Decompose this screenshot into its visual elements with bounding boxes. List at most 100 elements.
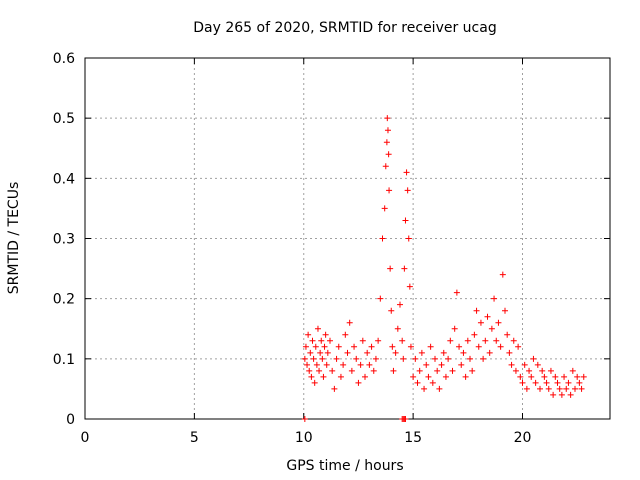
data-point (442, 373, 449, 380)
data-point (556, 385, 563, 392)
data-point (344, 349, 351, 356)
data-point (464, 337, 471, 344)
data-point (321, 343, 328, 350)
data-point (320, 373, 327, 380)
data-point (462, 373, 469, 380)
data-point (567, 391, 574, 398)
data-point (532, 379, 539, 386)
data-point (381, 205, 388, 212)
data-point (402, 416, 409, 422)
data-point (301, 416, 308, 422)
data-point (475, 343, 482, 350)
data-point (545, 385, 552, 392)
data-point (383, 139, 390, 146)
data-point (390, 367, 397, 374)
data-point (482, 337, 489, 344)
data-point (418, 349, 425, 356)
data-point (534, 361, 541, 368)
data-point (414, 379, 421, 386)
y-tick-label: 0.3 (53, 232, 75, 248)
data-point (357, 361, 364, 368)
data-point (427, 343, 434, 350)
data-point (405, 235, 412, 242)
data-point (543, 379, 550, 386)
data-point (552, 373, 559, 380)
data-points (301, 115, 587, 422)
data-point (510, 337, 517, 344)
data-point (400, 355, 407, 362)
data-point (515, 343, 522, 350)
data-point (473, 307, 480, 314)
data-point (368, 343, 375, 350)
data-point (447, 337, 454, 344)
data-point (550, 391, 557, 398)
data-point (377, 295, 384, 302)
data-point (429, 379, 436, 386)
data-point (355, 379, 362, 386)
data-point (432, 355, 438, 362)
data-point (386, 187, 393, 194)
data-point (301, 355, 308, 362)
data-point (497, 343, 504, 350)
data-point (340, 361, 347, 368)
data-point (314, 325, 321, 332)
data-point (467, 355, 473, 362)
data-point (499, 271, 506, 278)
data-point (445, 355, 452, 362)
x-axis-label: GPS time / hours (286, 458, 403, 474)
data-point (307, 349, 314, 356)
data-point (384, 115, 391, 122)
data-point (342, 331, 349, 338)
data-point (313, 361, 320, 368)
data-point (434, 367, 441, 374)
data-point (346, 319, 353, 326)
data-point (397, 301, 403, 308)
data-point (362, 373, 368, 380)
data-point (406, 283, 413, 290)
data-point (366, 361, 373, 368)
data-point (412, 355, 419, 362)
data-point (449, 367, 456, 374)
data-point (331, 385, 338, 392)
data-point (375, 337, 382, 344)
y-tick-label: 0.6 (53, 51, 75, 67)
data-point (312, 343, 319, 350)
data-point (310, 355, 317, 362)
data-point (333, 355, 340, 362)
data-point (495, 319, 502, 326)
x-tick-label: 5 (190, 430, 199, 446)
data-point (351, 343, 358, 350)
data-point (502, 307, 508, 314)
data-point (384, 127, 391, 134)
data-point (558, 391, 565, 398)
y-axis-label: SRMTID / TECUs (6, 182, 22, 295)
data-point (394, 325, 401, 332)
y-tick-label: 0.2 (53, 292, 75, 308)
data-point (458, 361, 465, 368)
data-point (440, 349, 447, 356)
data-point (353, 355, 360, 362)
data-point (469, 367, 476, 374)
data-point (364, 349, 371, 356)
data-point (480, 355, 487, 362)
chart-title: Day 265 of 2020, SRMTID for receiver uca… (193, 20, 496, 36)
data-point (539, 367, 546, 374)
data-point (388, 307, 395, 314)
data-point (484, 313, 491, 320)
grid (85, 58, 610, 419)
data-point (537, 385, 543, 392)
data-point (389, 343, 396, 350)
x-tick-label: 15 (404, 430, 422, 446)
data-point (407, 343, 414, 350)
y-tick-label: 0.4 (53, 171, 75, 187)
data-point (460, 349, 467, 356)
data-point (370, 367, 377, 374)
data-point (416, 367, 423, 374)
y-tick-label: 0.1 (53, 352, 75, 368)
data-point (421, 385, 428, 392)
data-point (322, 331, 329, 338)
data-point (547, 367, 554, 374)
data-point (316, 367, 323, 374)
data-point (308, 373, 315, 380)
